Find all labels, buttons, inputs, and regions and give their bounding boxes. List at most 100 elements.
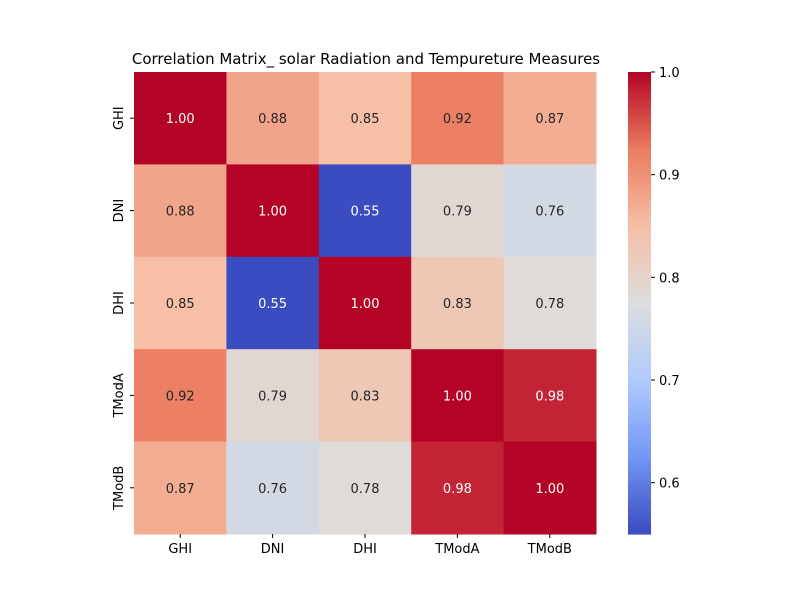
colorbar-segment — [628, 87, 651, 92]
colorbar-segment — [628, 364, 651, 370]
colorbar-segment — [628, 95, 651, 100]
colorbar-segment — [628, 310, 651, 316]
colorbar-segment — [628, 318, 651, 323]
colorbar-segment — [628, 137, 651, 142]
colorbar-segment — [628, 187, 651, 192]
colorbar-segment — [628, 164, 651, 169]
chart-title: Correlation Matrix_ solar Radiation and … — [132, 50, 600, 69]
colorbar-segment — [628, 160, 651, 165]
colorbar-segment — [628, 380, 651, 385]
cell-value-label: 0.87 — [535, 112, 564, 127]
colorbar-segment — [628, 341, 651, 346]
colorbar-segment — [628, 403, 651, 408]
colorbar-segment — [628, 437, 651, 443]
colorbar-segment — [628, 449, 651, 454]
heatmap-cell — [134, 441, 227, 535]
y-tick-label: DNI — [112, 199, 127, 223]
colorbar-segment — [628, 464, 651, 470]
colorbar-segment — [628, 395, 651, 400]
colorbar-segment — [628, 172, 651, 177]
colorbar-segment — [628, 376, 651, 381]
cell-value-label: 0.79 — [443, 205, 472, 220]
colorbar-segment — [628, 75, 651, 81]
colorbar-segment — [628, 260, 651, 266]
colorbar-segment — [628, 218, 651, 223]
colorbar-segment — [628, 83, 651, 88]
heatmap-cell — [411, 256, 505, 350]
colorbar-segment — [628, 226, 651, 231]
colorbar-segment — [628, 514, 651, 520]
colorbar-segment — [628, 410, 651, 416]
colorbar-segment — [628, 183, 651, 189]
colorbar-segment — [628, 422, 651, 427]
colorbar-segment — [628, 133, 651, 139]
cell-value-label: 1.00 — [166, 112, 195, 127]
colorbar-tick-label: 1.0 — [659, 66, 680, 81]
colorbar-segment — [628, 102, 651, 108]
heatmap-cell — [411, 72, 505, 165]
heatmap-cell — [318, 72, 412, 165]
colorbar-segment — [628, 299, 651, 304]
cell-value-label: 0.92 — [166, 389, 195, 404]
colorbar-segment — [628, 487, 651, 493]
cell-value-label: 0.76 — [535, 205, 564, 220]
colorbar-segment — [628, 252, 651, 258]
colorbar-segment — [628, 453, 651, 458]
heatmap-cell — [318, 349, 412, 443]
colorbar-segment — [628, 272, 651, 277]
x-axis: GHI DNI DHI TModA TModB — [168, 534, 572, 557]
colorbar-segment — [628, 345, 651, 350]
y-axis: GHI DNI DHI TModA TModB — [112, 106, 134, 511]
colorbar-segment — [628, 337, 651, 343]
heatmap-cell — [134, 164, 227, 258]
colorbar-segment — [628, 195, 651, 200]
heatmap-cell — [503, 72, 597, 165]
colorbar-segment — [628, 360, 651, 366]
colorbar-segment — [628, 287, 651, 293]
colorbar-segment — [628, 98, 651, 104]
cell-value-label: 0.92 — [443, 112, 472, 127]
colorbar-segment — [628, 237, 651, 242]
x-tick-label: GHI — [168, 542, 192, 557]
colorbar-segment — [628, 333, 651, 339]
colorbar-segment — [628, 356, 651, 362]
colorbar-segment — [628, 279, 651, 285]
colorbar-segment — [628, 480, 651, 485]
colorbar-segment — [628, 79, 651, 85]
x-tick-label: DNI — [261, 542, 285, 557]
colorbar-segment — [628, 245, 651, 250]
colorbar-segment — [628, 241, 651, 246]
colorbar-segment — [628, 191, 651, 196]
colorbar-segment — [628, 222, 651, 227]
x-tick-label: DHI — [353, 542, 377, 557]
colorbar-segment — [628, 518, 651, 524]
colorbar-segment — [628, 483, 651, 489]
heatmap-cell — [503, 349, 597, 443]
colorbar-segment — [628, 314, 651, 319]
colorbar-segment — [628, 283, 651, 289]
colorbar-segment — [628, 491, 651, 497]
cell-value-label: 0.83 — [351, 389, 380, 404]
colorbar-segment — [628, 468, 651, 473]
colorbar-segment — [628, 125, 651, 131]
heatmap-cell — [226, 164, 320, 258]
y-tick-label: TModA — [112, 373, 127, 418]
colorbar-segment — [628, 372, 651, 377]
colorbar-segment — [628, 179, 651, 185]
colorbar-tick-label: 0.7 — [659, 374, 680, 389]
heatmap-cell — [134, 256, 227, 350]
colorbar-tick-label: 0.8 — [659, 271, 680, 286]
heatmap-cell — [411, 349, 505, 443]
colorbar-segment — [628, 110, 651, 115]
colorbar-segment — [628, 414, 651, 420]
colorbar-segment — [628, 368, 651, 373]
cell-value-label: 0.98 — [443, 482, 472, 497]
cell-value-label: 0.76 — [258, 482, 287, 497]
colorbar-segment — [628, 399, 651, 404]
cell-value-label: 0.78 — [351, 482, 380, 497]
heatmap-cell — [134, 349, 227, 443]
cell-value-label: 0.83 — [443, 297, 472, 312]
colorbar-segment — [628, 264, 651, 269]
